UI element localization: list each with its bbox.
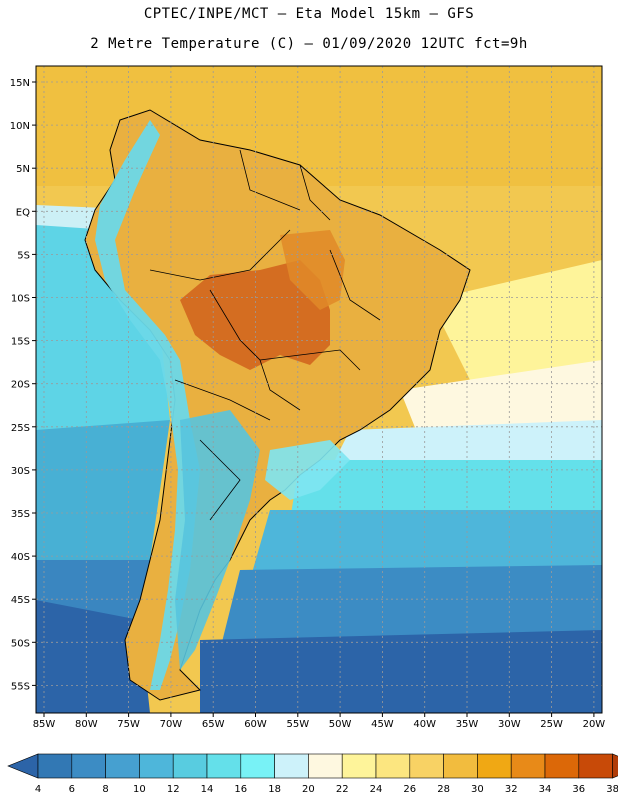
colorbar-value-label: 4 xyxy=(35,784,41,795)
colorbar-value-label: 26 xyxy=(403,784,416,795)
colorbar-segment xyxy=(375,753,411,779)
lon-label: 20W xyxy=(583,719,606,730)
lat-label: 55S xyxy=(11,681,30,692)
lon-label: 50W xyxy=(329,719,352,730)
lon-label: 40W xyxy=(413,719,436,730)
colorbar-value-label: 18 xyxy=(268,784,281,795)
atlantic-light-band xyxy=(430,260,602,380)
colorbar-value-label: 14 xyxy=(201,784,214,795)
colorbar-labels: 4 6 8 10 12 14 16 18 20 22 24 26 28 30 32 34 36 38 xyxy=(35,784,618,795)
colorbar-segment xyxy=(477,753,512,779)
colorbar-segment xyxy=(578,753,613,779)
colorbar-value-label: 30 xyxy=(471,784,484,795)
atlantic-pale-band xyxy=(400,360,602,440)
colorbar-segment xyxy=(409,753,444,779)
lon-label: 35W xyxy=(456,719,479,730)
lat-label: 15S xyxy=(11,337,30,348)
colorbar-value-label: 8 xyxy=(102,784,108,795)
lat-label: 25S xyxy=(11,423,30,434)
colorbar-value-label: 36 xyxy=(572,784,585,795)
colorbar-segment xyxy=(510,753,546,779)
colorbar-value-label: 16 xyxy=(234,784,247,795)
lat-label: 5N xyxy=(16,164,30,175)
lon-label: 85W xyxy=(33,719,56,730)
lon-label: 45W xyxy=(371,719,394,730)
colorbar-arrow-high xyxy=(612,753,618,779)
colorbar xyxy=(7,753,618,779)
colorbar-value-label: 12 xyxy=(167,784,180,795)
colorbar-segment xyxy=(105,753,140,779)
colorbar-segment xyxy=(172,753,208,779)
colorbar-arrow-low xyxy=(7,753,39,779)
atlantic-cyan-band xyxy=(290,460,602,520)
patagonia-cool-region xyxy=(175,410,260,670)
lon-label: 65W xyxy=(202,719,225,730)
pacific-cool-band xyxy=(36,225,170,440)
colorbar-value-label: 22 xyxy=(336,784,349,795)
colorbar-value-label: 28 xyxy=(437,784,450,795)
lat-label: 50S xyxy=(11,638,30,649)
map-title-line-1: CPTEC/INPE/MCT – Eta Model 15km – GFS xyxy=(143,6,475,22)
map-title-line-2: 2 Metre Temperature (C) – 01/09/2020 12U… xyxy=(90,36,528,52)
lon-label: 30W xyxy=(498,719,521,730)
colorbar-segment xyxy=(341,753,377,779)
lon-label: 25W xyxy=(540,719,563,730)
atlantic-cool-band xyxy=(330,420,602,470)
warm-northeast-core xyxy=(280,230,345,310)
lon-label: 80W xyxy=(75,719,98,730)
colorbar-segment xyxy=(37,753,73,779)
lon-label: 60W xyxy=(244,719,267,730)
map-plot-area xyxy=(36,66,602,713)
pacific-mid-band xyxy=(36,420,170,580)
graticule xyxy=(36,66,602,713)
colorbar-segment xyxy=(206,753,242,779)
country-borders xyxy=(149,149,381,521)
lon-label: 55W xyxy=(286,719,309,730)
colorbar-segment xyxy=(308,753,343,779)
colorbar-segment xyxy=(240,753,275,779)
lat-label: 35S xyxy=(11,509,30,520)
lon-label: 75W xyxy=(117,719,140,730)
colorbar-segment xyxy=(274,753,309,779)
hot-interior-core xyxy=(180,260,330,370)
pacific-cold-band xyxy=(36,600,150,713)
colorbar-value-label: 38 xyxy=(606,784,618,795)
colorbar-value-label: 6 xyxy=(69,784,75,795)
lat-label: 5S xyxy=(17,250,30,261)
lat-label: EQ xyxy=(16,207,30,218)
colorbar-value-label: 10 xyxy=(133,784,146,795)
atlantic-cold-band xyxy=(200,630,602,713)
colorbar-segment xyxy=(544,753,580,779)
colorbar-segment xyxy=(139,753,174,779)
lat-label: 30S xyxy=(11,466,30,477)
lat-label: 10N xyxy=(10,121,30,132)
colorbar-value-label: 34 xyxy=(539,784,552,795)
lon-label: 70W xyxy=(160,719,183,730)
colorbar-segment xyxy=(71,753,106,779)
colorbar-value-label: 24 xyxy=(370,784,383,795)
colorbar-value-label: 20 xyxy=(302,784,315,795)
atlantic-south-band xyxy=(220,565,602,650)
lat-label: 45S xyxy=(11,595,30,606)
lat-label: 10S xyxy=(11,294,30,305)
longitude-labels: 85W 80W 75W 70W 65W 60W 55W 50W 45W 40W 35W 30W 25W 2… xyxy=(33,719,606,730)
latitude-labels: 15N 10N 5N EQ 5S 10S 15S 20S 25S 30S 35S 40S 45S 50S 5… xyxy=(10,78,30,692)
map-frame xyxy=(35,65,603,714)
lat-label: 20S xyxy=(11,380,30,391)
lat-label: 15N xyxy=(10,78,30,89)
colorbar-value-label: 32 xyxy=(505,784,518,795)
colorbar-segment xyxy=(443,753,478,779)
andes-cool-strip xyxy=(95,120,200,690)
axis-ticks xyxy=(32,81,595,717)
atlantic-mid-band xyxy=(250,510,602,580)
lat-label: 40S xyxy=(11,552,30,563)
